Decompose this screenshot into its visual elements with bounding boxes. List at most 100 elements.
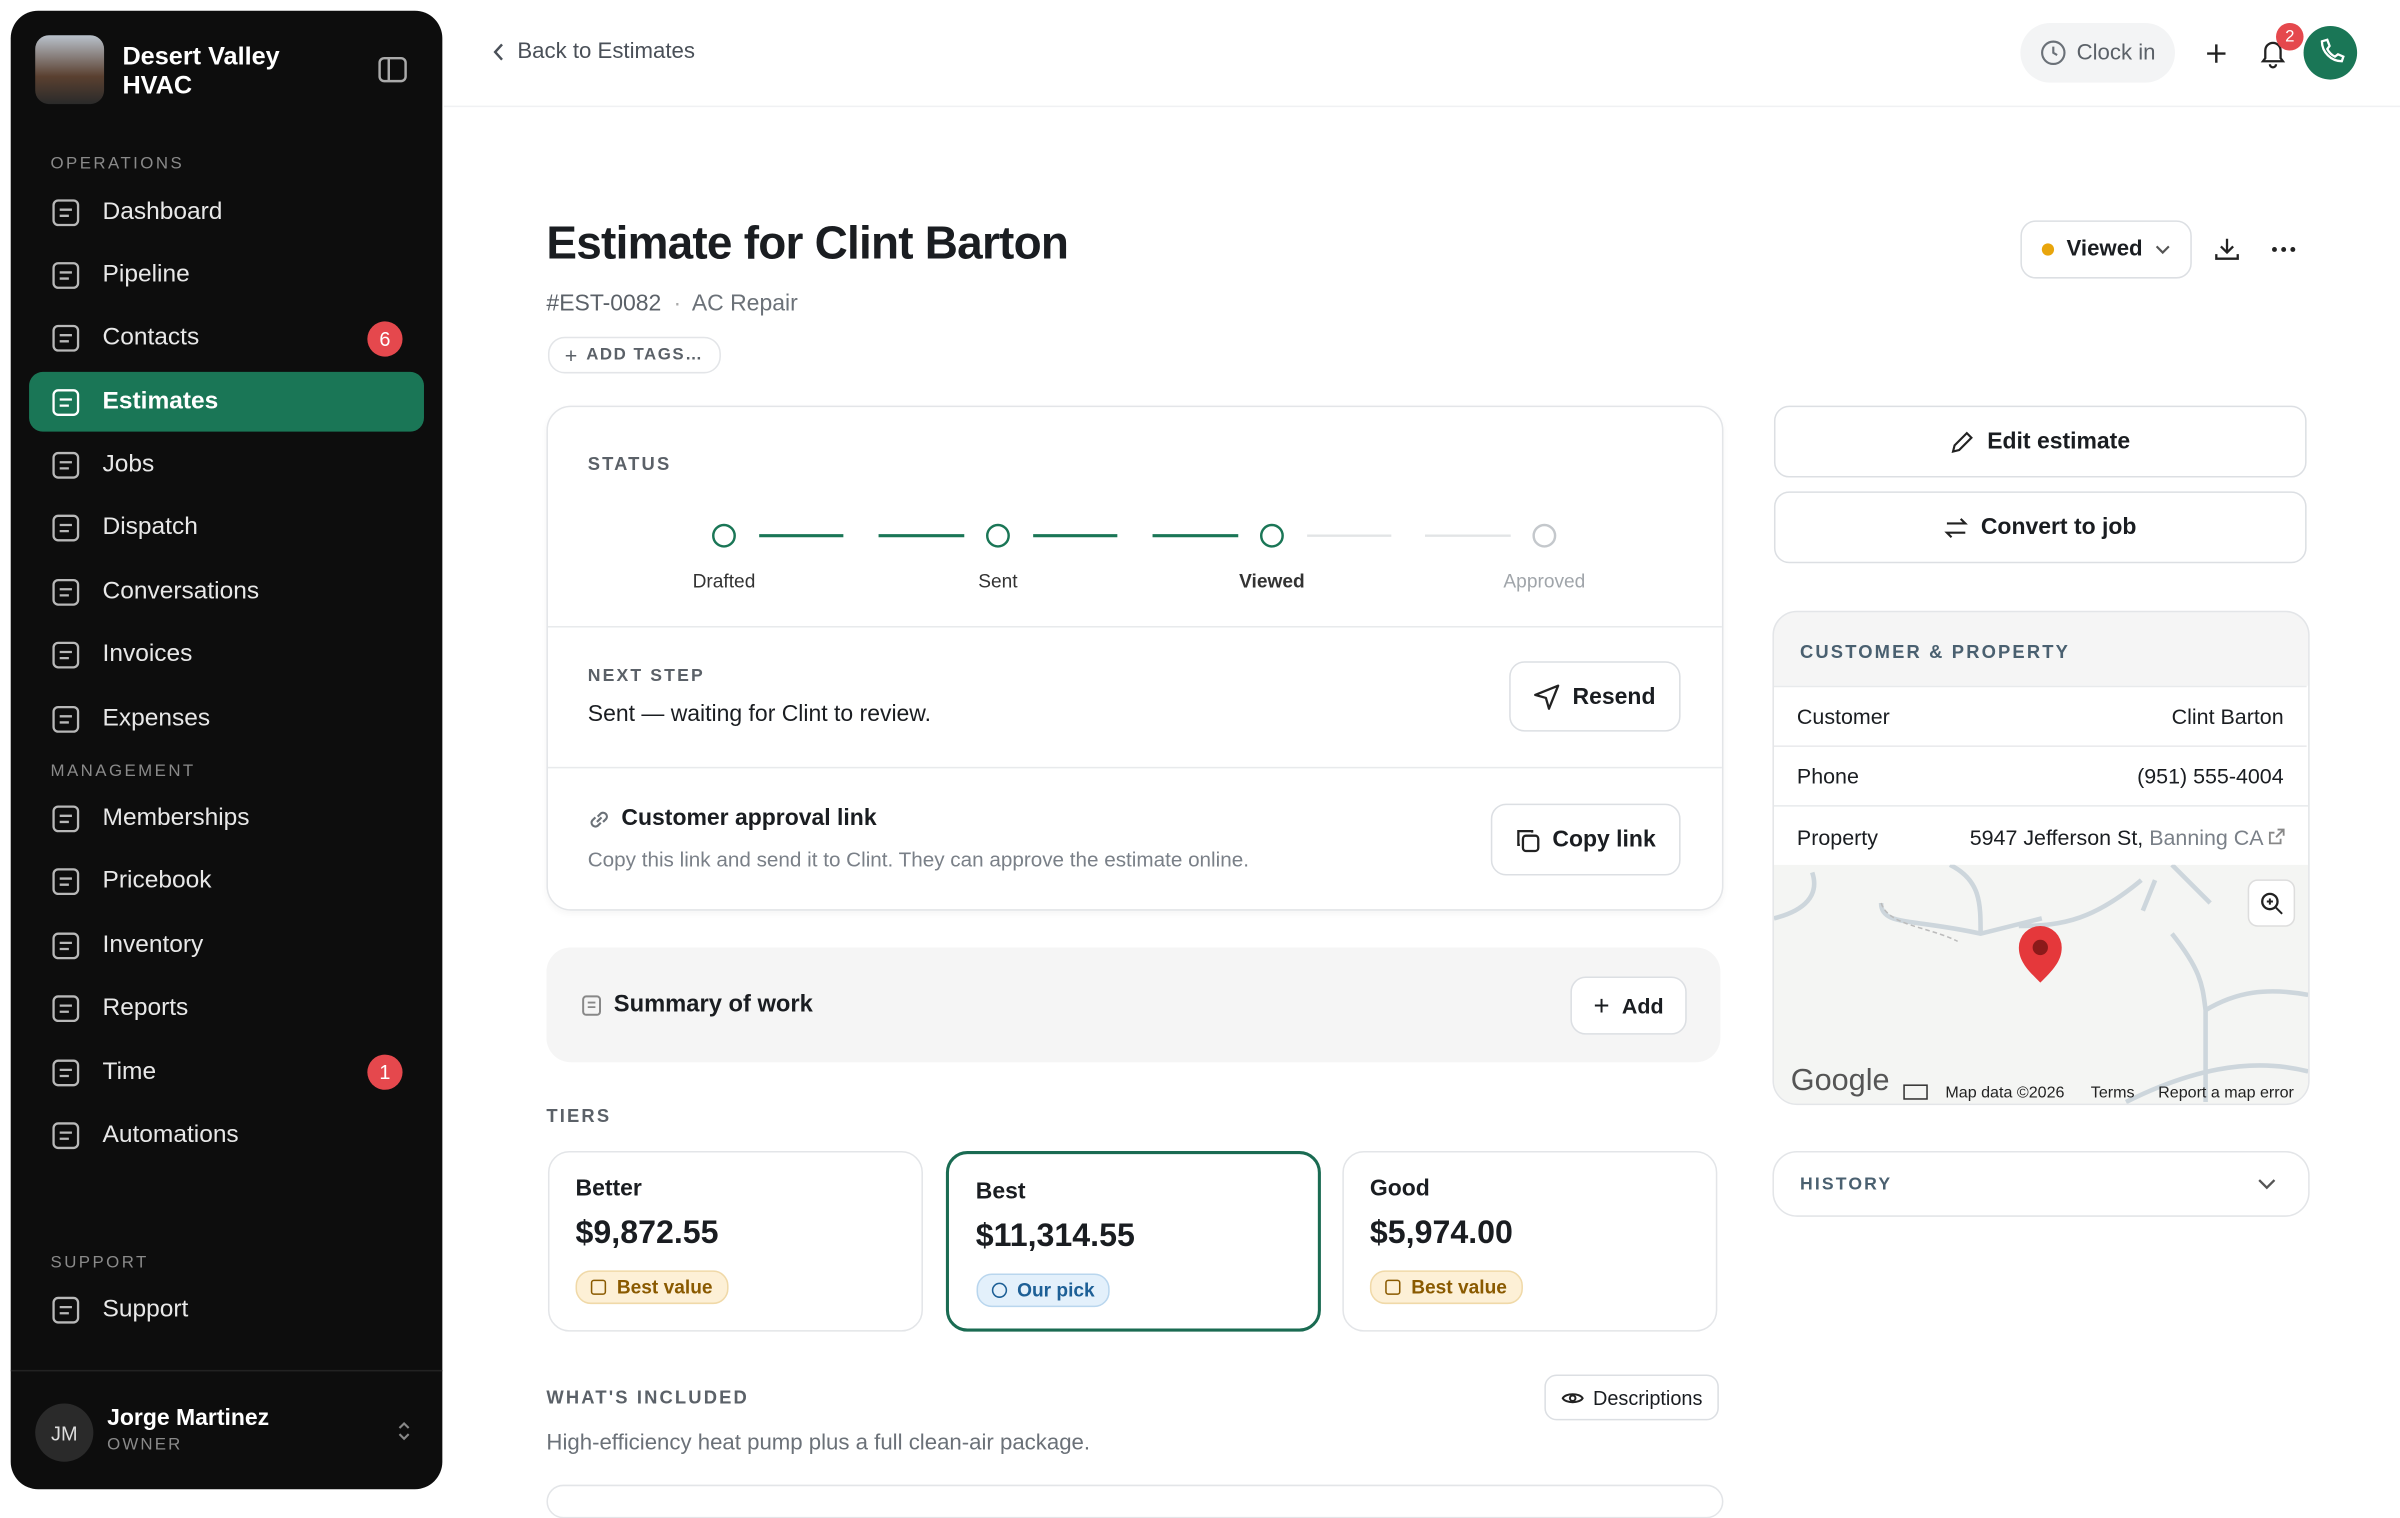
add-tags[interactable]: + ADD TAGS… [547, 336, 721, 374]
icon-shape [52, 932, 80, 959]
tier-card[interactable]: Good $5,974.00 Best value [1342, 1151, 1718, 1332]
clock-in[interactable]: Clock in [2020, 22, 2175, 83]
map-terms[interactable]: Terms [2090, 1083, 2135, 1103]
map-report[interactable]: Report a map error [2158, 1083, 2294, 1103]
notification-badge: 2 [2276, 22, 2304, 51]
download-button[interactable] [2215, 237, 2239, 261]
nav-item[interactable]: Conversations [29, 562, 424, 622]
nav-item[interactable]: Automations [29, 1106, 424, 1166]
nav-item[interactable]: Jobs [29, 436, 424, 496]
nav-label: Pricebook [102, 868, 212, 895]
nav-label: Invoices [102, 641, 193, 668]
page-title: Estimate for Clint Barton [546, 218, 1069, 270]
back-text: Back to Estimates [517, 39, 695, 65]
topbar-divider [443, 105, 2400, 108]
edit-button[interactable]: Edit estimate [1773, 405, 2307, 478]
step-label: Approved [1503, 572, 1585, 593]
customer-card: CUSTOMER & PROPERTY Customer Clint Barton… [1772, 610, 2310, 1106]
nav-item[interactable]: Contacts 6 [29, 309, 424, 369]
nav-item[interactable]: Estimates [29, 372, 424, 432]
nav-label: Reports [102, 995, 189, 1022]
notifications[interactable] [2259, 38, 2287, 69]
clock-icon [2040, 40, 2066, 66]
user-role: OWNER [107, 1435, 183, 1455]
sidebar: Desert Valley HVAC OPERATIONS Dashboard Pi… [10, 10, 443, 1490]
customer-row: Customer Clint Barton [1773, 685, 2307, 746]
tiers-label: TIERS [546, 1105, 612, 1127]
nav-icon [52, 705, 80, 733]
copy-link-button[interactable]: Copy link [1490, 803, 1681, 876]
property-row: Property 5947 Jefferson St, Banning CA [1773, 805, 2309, 867]
status-card: STATUS Drafted Sent Viewed Approved NEXT ST… [546, 405, 1724, 911]
company-logo [35, 35, 105, 105]
icon-shape [52, 995, 80, 1023]
tag-text: Our pick [1017, 1279, 1095, 1302]
nav-item[interactable]: Expenses [29, 689, 424, 749]
nav-label: Inventory [102, 931, 204, 958]
add-button[interactable] [2204, 41, 2228, 65]
link-icon [590, 811, 608, 828]
convert-text: Convert to job [1980, 514, 2137, 541]
tag-text: Best value [616, 1276, 713, 1298]
nav-item[interactable]: Time 1 [29, 1042, 424, 1102]
icon-shape [52, 805, 80, 833]
icon-shape [52, 578, 80, 606]
add-summary-button[interactable]: + Add [1570, 976, 1687, 1035]
tier-card[interactable]: Best $11,314.55 Our pick [945, 1151, 1321, 1332]
nav-icon [52, 1122, 80, 1150]
nav-badge: 6 [367, 321, 403, 357]
icon-shape [59, 814, 72, 824]
status-dropdown[interactable]: Viewed [2020, 220, 2192, 279]
nav-item[interactable]: Dashboard [29, 182, 424, 242]
step-icon [712, 523, 736, 548]
icon-shape [59, 207, 72, 217]
included-label: WHAT'S INCLUDED [546, 1386, 749, 1409]
nav-item[interactable]: Reports [29, 979, 424, 1039]
resend-button[interactable]: Resend [1509, 661, 1681, 732]
nav-label: Expenses [102, 705, 211, 732]
convert-button[interactable]: Convert to job [1773, 491, 2307, 564]
history-label: HISTORY [1799, 1175, 1893, 1194]
city[interactable]: Banning CA [2149, 824, 2263, 850]
address: 5947 Jefferson St, [1969, 824, 2144, 850]
status-dot [2042, 243, 2055, 256]
map[interactable] [1773, 864, 2309, 1104]
nav-item[interactable]: Invoices [29, 626, 424, 686]
icon-shape [52, 1058, 80, 1086]
approval-text: Copy this link and send it to Clint. The… [587, 847, 1249, 871]
icon-shape [52, 705, 80, 733]
company-name: Desert Valley HVAC [122, 42, 280, 100]
nav-icon [52, 261, 80, 289]
nav-item[interactable]: Pricebook [29, 852, 424, 912]
add-tags-text: ADD TAGS… [586, 345, 704, 365]
step-label: Drafted [693, 572, 756, 593]
nav-item[interactable]: Support [29, 1281, 424, 1341]
tier-tag: Our pick [975, 1273, 1111, 1308]
nav-label: Estimates [102, 388, 219, 415]
nav-label: Time [102, 1058, 157, 1085]
more-button[interactable] [2271, 245, 2296, 254]
tier-name: Good [1369, 1175, 1430, 1202]
nav-item[interactable]: Inventory [29, 916, 424, 976]
nav-item[interactable]: Pipeline [29, 245, 424, 305]
next-step-text: Sent — waiting for Clint to review. [587, 701, 932, 728]
copy-link-text: Copy link [1552, 826, 1656, 853]
nav-item[interactable]: Memberships [29, 789, 424, 849]
icon-shape [59, 1306, 72, 1315]
user-menu[interactable] [396, 1419, 411, 1443]
tier-card[interactable]: Better $9,872.55 Best value [547, 1151, 923, 1332]
descriptions-button[interactable]: Descriptions [1544, 1374, 1719, 1421]
phone-button[interactable] [2303, 26, 2358, 80]
back-link[interactable]: Back to Estimates [493, 40, 695, 64]
nav-item[interactable]: Dispatch [29, 499, 424, 559]
plus: + [1593, 989, 1610, 1021]
history-card[interactable]: HISTORY [1772, 1151, 2310, 1217]
eye-icon [1561, 1392, 1584, 1403]
chevron [493, 43, 503, 61]
nav-icon [52, 932, 80, 959]
collapse-button[interactable] [378, 56, 407, 83]
row-label: Customer [1796, 704, 1890, 729]
icon-shape [59, 334, 72, 343]
icon-shape [59, 587, 72, 597]
tier-name: Better [575, 1175, 642, 1202]
